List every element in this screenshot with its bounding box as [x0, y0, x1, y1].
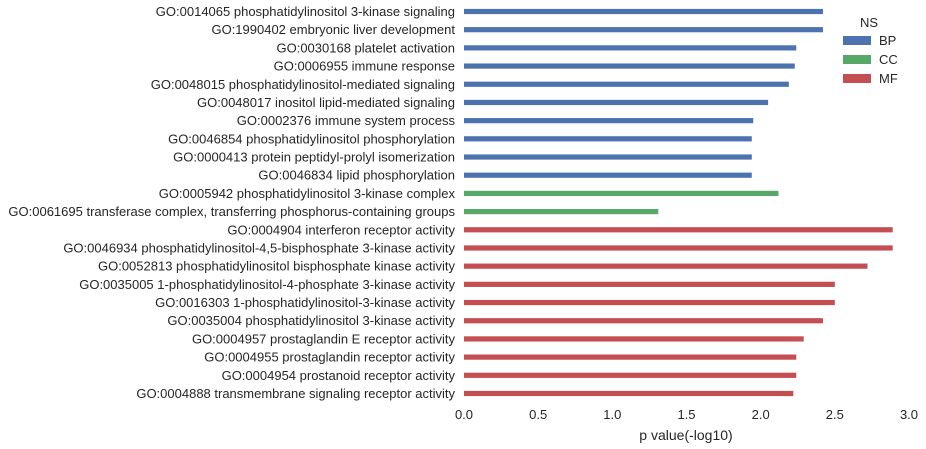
category-label: GO:0048015 phosphatidylinositol-mediated… [151, 77, 455, 92]
category-label: GO:0046934 phosphatidylinositol-4,5-bisp… [63, 240, 455, 255]
x-tick-label: 2.5 [826, 407, 844, 422]
legend-swatch-mf [843, 74, 871, 83]
category-label: GO:0005942 phosphatidylinositol 3-kinase… [159, 186, 456, 201]
category-label: GO:0046834 lipid phosphorylation [258, 168, 455, 183]
bar-bp [464, 99, 769, 106]
category-label: GO:0014065 phosphatidylinositol 3-kinase… [156, 4, 455, 19]
legend-swatch-cc [843, 55, 871, 64]
bar-bp [464, 8, 823, 15]
x-tick-label: 0.5 [529, 407, 547, 422]
bar-bp [464, 118, 754, 124]
category-label: GO:0004888 transmembrane signaling recep… [136, 386, 455, 401]
legend-label-cc: CC [879, 52, 898, 67]
bar-mf [464, 336, 804, 342]
bar-mf [464, 281, 835, 287]
category-label: GO:0004954 prostanoid receptor activity [222, 368, 456, 383]
legend-label-mf: MF [879, 71, 898, 86]
category-label: GO:0048017 inositol lipid-mediated signa… [197, 95, 455, 110]
category-label: GO:0000413 protein peptidyl-prolyl isome… [173, 150, 455, 165]
bar-bp [464, 27, 823, 33]
x-tick-label: 2.0 [752, 407, 770, 422]
bar-mf [464, 263, 868, 269]
bar-mf [464, 245, 893, 251]
bar-mf [464, 318, 823, 324]
bar-mf [464, 227, 893, 233]
legend-title: NS [860, 15, 878, 30]
x-tick-label: 0.0 [455, 407, 473, 422]
category-label: GO:0004904 interferon receptor activity [227, 222, 455, 237]
bar-bp [464, 172, 752, 178]
category-label: GO:0016303 1-phosphatidylinositol-3-kina… [155, 295, 455, 310]
category-label: GO:0046854 phosphatidylinositol phosphor… [168, 131, 455, 146]
legend-label-bp: BP [879, 33, 896, 48]
bar-layer [464, 8, 893, 397]
bar-mf [464, 390, 794, 397]
category-label: GO:1990402 embryonic liver development [211, 22, 455, 37]
category-label: GO:0006955 immune response [274, 59, 455, 74]
bar-bp [464, 81, 789, 87]
category-label: GO:0061695 transferase complex, transfer… [8, 204, 455, 219]
bar-bp [464, 136, 752, 142]
category-labels: GO:0014065 phosphatidylinositol 3-kinase… [8, 4, 455, 401]
x-axis-ticks: 0.0 0.5 1.0 1.5 2.0 2.5 3.0 [455, 407, 918, 422]
legend-swatch-bp [843, 36, 871, 45]
bar-mf [464, 372, 797, 378]
category-label: GO:0004955 prostaglandin receptor activi… [204, 350, 455, 365]
bar-bp [464, 154, 752, 160]
x-tick-label: 1.0 [603, 407, 621, 422]
category-label: GO:0035004 phosphatidylinositol 3-kinase… [167, 313, 455, 328]
x-tick-label: 3.0 [900, 407, 918, 422]
x-axis-label: p value(-log10) [639, 427, 732, 443]
bar-mf [464, 299, 835, 306]
bar-cc [464, 208, 659, 215]
bar-bp [464, 45, 797, 51]
category-label: GO:0004957 prostaglandin E receptor acti… [192, 331, 456, 346]
bar-cc [464, 190, 779, 196]
legend: NS BP CC MF [843, 15, 898, 86]
x-tick-label: 1.5 [677, 407, 695, 422]
category-label: GO:0035005 1-phosphatidylinositol-4-phos… [79, 277, 455, 292]
category-label: GO:0052813 phosphatidylinositol bisphosp… [98, 259, 456, 274]
bar-bp [464, 63, 795, 69]
bar-mf [464, 354, 797, 360]
legend-entries: BP CC MF [843, 33, 898, 86]
category-label: GO:0002376 immune system process [237, 113, 456, 128]
category-label: GO:0030168 platelet activation [276, 40, 455, 55]
